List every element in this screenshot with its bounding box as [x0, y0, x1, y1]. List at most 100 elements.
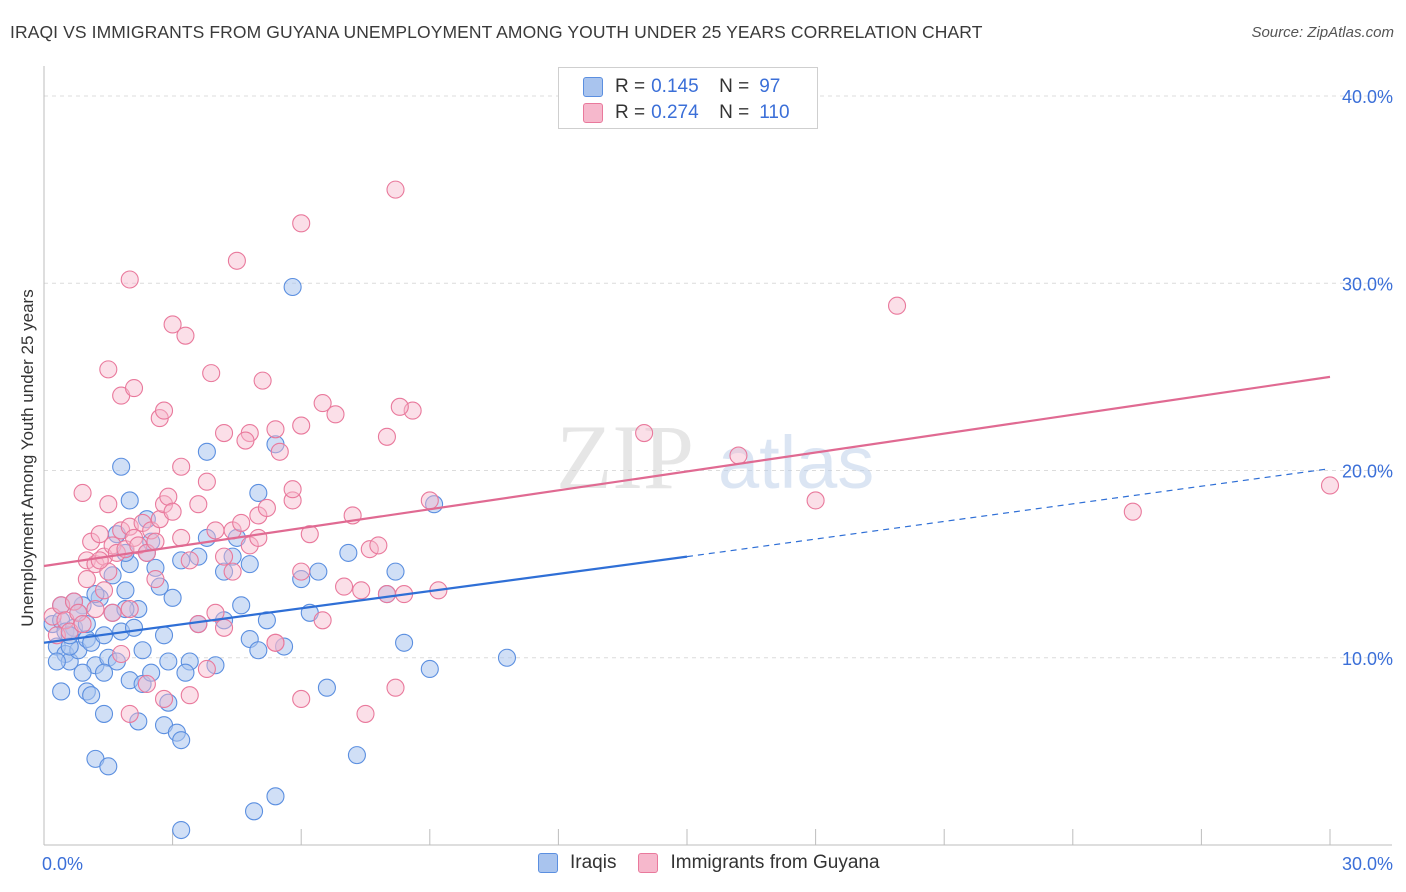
guyana-point-91: [236, 431, 255, 450]
guyana-point-27: [159, 487, 178, 506]
iraqis-point-44: [189, 547, 208, 566]
tick-labels: 10.0% 20.0% 30.0% 40.0% 0.0% 30.0%: [42, 87, 1393, 874]
y-tick-label-3: 40.0%: [1342, 87, 1393, 107]
iraqis-point-18: [116, 581, 135, 600]
guyana-point-28: [163, 502, 182, 521]
iraqis-point-20: [124, 618, 144, 637]
stats-legend-row-iraqis: R = 0.145 N = 97: [583, 75, 780, 99]
iraqis-point-61: [176, 663, 195, 682]
guyana-point-75: [223, 562, 242, 581]
iraqis-point-87: [244, 802, 264, 821]
iraqis-point-60: [99, 757, 118, 776]
guyana-point-31: [189, 495, 208, 514]
legend-item-iraqis[interactable]: Iraqis: [538, 852, 616, 874]
guyana-point-101: [386, 180, 405, 199]
guyana-point-47: [352, 581, 371, 600]
guyana-point-95: [292, 416, 311, 435]
guyana-point-39: [257, 498, 276, 518]
guyana-point-108: [77, 570, 96, 589]
guyana-point-85: [154, 401, 174, 420]
y-tick-label-2: 30.0%: [1342, 274, 1393, 294]
guyana-point-43: [300, 525, 319, 544]
guyana-trend-line: [43, 375, 1331, 568]
guyana-point-30: [180, 551, 199, 570]
guyana-point-68: [94, 581, 114, 600]
guyana-point-36: [232, 513, 251, 532]
guyana-point-44: [313, 611, 332, 630]
guyana-point-104: [806, 491, 825, 510]
guyana-point-83: [120, 270, 139, 289]
chart-title: IRAQI VS IMMIGRANTS FROM GUYANA UNEMPLOY…: [10, 22, 983, 42]
guyana-point-94: [283, 480, 302, 499]
guyana-point-79: [120, 600, 139, 619]
guyana-point-105: [887, 296, 907, 315]
iraqis-trend-extension: [686, 468, 1331, 558]
guyana-point-73: [172, 457, 191, 476]
iraqis-point-64: [94, 663, 114, 682]
guyana-point-45: [335, 577, 354, 596]
iraqis-point-49: [73, 663, 92, 682]
guyana-point-49: [369, 536, 388, 555]
r-label: R =: [615, 76, 646, 97]
r-value: 0.145: [651, 76, 699, 97]
guyana-point-7: [73, 614, 92, 634]
guyana-point-57: [292, 689, 311, 708]
guyana-point-107: [1320, 476, 1340, 495]
iraqis-point-92: [47, 652, 66, 671]
iraqis-point-70: [275, 637, 294, 656]
guyana-point-86: [163, 315, 182, 334]
guyana-point-80: [99, 360, 118, 379]
guyana-point-40: [270, 442, 289, 461]
axes: [43, 66, 1392, 846]
guyana-point-42: [292, 562, 311, 581]
guyana-swatch: [583, 103, 603, 123]
iraqis-point-77: [386, 562, 405, 581]
guyana-point-51: [386, 678, 405, 697]
guyana-point-97: [326, 405, 345, 424]
iraqis-trend-line: [43, 555, 688, 644]
series-legend: Iraqis Immigrants from Guyana: [538, 852, 902, 874]
guyana-point-89: [214, 423, 234, 443]
guyana-legend-swatch: [638, 853, 659, 873]
iraqis-point-96: [257, 611, 276, 630]
iraqis-legend-swatch: [538, 853, 558, 873]
guyana-point-50: [377, 585, 396, 604]
stats-legend-row-guyana: R = 0.274 N = 110: [583, 101, 790, 125]
guyana-point-99: [390, 397, 409, 416]
iraqis-point-68: [249, 641, 268, 660]
watermark-zip: ZIP: [556, 406, 694, 508]
guyana-point-11: [90, 525, 109, 544]
n-label: N =: [719, 102, 750, 123]
iraqis-point-86: [266, 787, 285, 806]
iraqis-point-28: [159, 652, 178, 671]
r-value: 0.274: [651, 102, 699, 123]
watermark: ZIP atlas: [556, 406, 874, 508]
guyana-point-62: [180, 686, 199, 705]
guyana-point-103: [729, 446, 748, 465]
iraqis-point-63: [82, 686, 101, 705]
stats-legend: R = 0.145 N = 97 R = 0.274 N = 110: [558, 67, 818, 129]
guyana-point-93: [266, 420, 285, 439]
guyana-point-71: [99, 495, 118, 514]
iraqis-point-71: [292, 570, 311, 589]
guyana-point-69: [86, 600, 105, 619]
guyana-point-87: [176, 326, 195, 345]
r-label: R =: [615, 102, 646, 123]
iraqis-point-51: [52, 682, 71, 701]
y-tick-label-0: 10.0%: [1342, 649, 1393, 669]
guyana-point-70: [73, 483, 92, 503]
iraqis-point-37: [197, 442, 216, 461]
guyana-point-48: [360, 540, 379, 559]
trend-lines: [43, 375, 1331, 644]
legend-item-guyana[interactable]: Immigrants from Guyana: [638, 852, 880, 874]
iraqis-point-69: [240, 555, 259, 574]
iraqis-point-83: [317, 678, 336, 697]
x-tick-label-0: 0.0%: [42, 854, 83, 874]
guyana-point-66: [112, 644, 131, 664]
iraqis-point-80: [420, 659, 439, 679]
y-tick-label-1: 20.0%: [1342, 462, 1393, 482]
iraqis-point-82: [309, 562, 328, 581]
iraqis-point-78: [395, 633, 414, 652]
guyana-point-63: [154, 689, 174, 708]
guyana-point-102: [635, 423, 654, 443]
